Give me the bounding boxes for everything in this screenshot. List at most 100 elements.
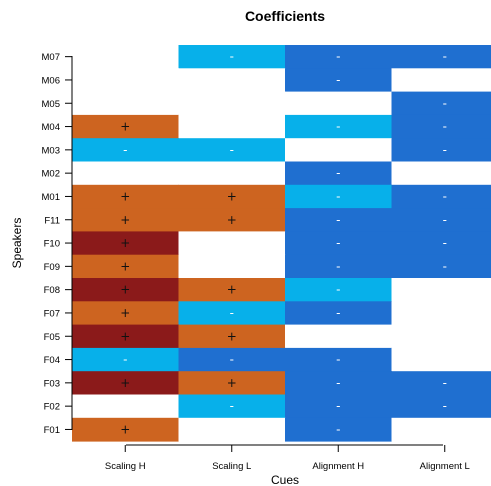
cell-sign-f09-alignment-h: - [336, 259, 340, 273]
cell-f08-alignment-l [391, 278, 491, 302]
cell-sign-f10-scaling-h: + [120, 236, 130, 250]
cell-m04-scaling-l [178, 114, 286, 139]
cell-sign-f03-alignment-l: - [443, 376, 447, 390]
cell-m07-alignment-l [391, 45, 491, 69]
cell-f11-alignment-h [285, 208, 392, 232]
y-tick-label-m06: M06 [42, 75, 60, 86]
x-tick-label-alignment-h: Alignment H [312, 461, 364, 472]
cell-sign-m07-alignment-h: - [336, 50, 340, 64]
cell-m06-alignment-h [285, 68, 392, 93]
y-tick-label-f08: F08 [44, 285, 60, 296]
y-tick-label-m07: M07 [42, 52, 60, 63]
cell-sign-f03-scaling-h: + [120, 376, 130, 390]
cell-m06-scaling-l [178, 68, 286, 93]
cell-f01-scaling-l [178, 417, 286, 442]
x-tick-label-alignment-l: Alignment L [420, 461, 470, 472]
cell-m01-alignment-l [391, 184, 491, 209]
cell-m03-scaling-l [178, 138, 286, 162]
cell-f10-alignment-l [391, 231, 491, 256]
y-tick-label-f11: F11 [44, 215, 60, 226]
cell-sign-m01-alignment-h: - [336, 189, 340, 203]
cell-f11-scaling-h [72, 208, 179, 232]
cell-m03-alignment-h [285, 138, 392, 162]
cell-f03-alignment-l [391, 371, 491, 395]
cell-sign-f01-alignment-h: - [336, 422, 340, 436]
cell-sign-m03-scaling-l: - [230, 143, 234, 157]
cell-sign-m05-alignment-l: - [443, 96, 447, 110]
cell-m01-scaling-h [72, 184, 179, 209]
y-ticks: M07 M06 M05 M04 M03 M02 M01 F11 F10 F09 F08 F07 F05 F… [42, 52, 72, 436]
cell-f07-alignment-h [285, 301, 392, 326]
cell-m01-alignment-h [285, 184, 392, 209]
cell-f10-scaling-h [72, 231, 179, 256]
cell-f11-scaling-l [178, 208, 286, 232]
cell-m07-scaling-h [72, 45, 179, 69]
cell-sign-f08-scaling-l: + [227, 283, 237, 297]
y-tick-label-m02: M02 [42, 169, 60, 180]
cell-sign-f11-alignment-h: - [336, 213, 340, 227]
cell-m01-scaling-l [178, 184, 286, 209]
cell-f08-alignment-h [285, 278, 392, 302]
cell-f01-alignment-h [285, 417, 392, 442]
cell-f07-scaling-l [178, 301, 286, 326]
cell-f03-scaling-h [72, 371, 179, 395]
cell-f05-scaling-l [178, 324, 286, 349]
y-tick-label-m01: M01 [42, 192, 60, 203]
x-tick-label-scaling-h: Scaling H [105, 461, 146, 472]
cell-f07-alignment-l [391, 301, 491, 326]
cell-sign-f10-alignment-l: - [443, 236, 447, 250]
cell-sign-f02-alignment-l: - [443, 399, 447, 413]
cell-f01-scaling-h [72, 417, 179, 442]
cell-sign-f03-alignment-h: - [336, 376, 340, 390]
cell-m02-scaling-h [72, 161, 179, 186]
cell-m05-alignment-h [285, 91, 392, 116]
cell-sign-f02-alignment-h: - [336, 399, 340, 413]
cell-m04-scaling-h [72, 114, 179, 139]
cell-m02-alignment-l [391, 161, 491, 186]
cell-sign-f05-scaling-h: + [120, 329, 130, 343]
cell-m02-scaling-l [178, 161, 286, 186]
cell-sign-f02-scaling-l: - [230, 399, 234, 413]
cell-sign-f10-alignment-h: - [336, 236, 340, 250]
cell-f01-alignment-l [391, 417, 491, 442]
cell-f05-alignment-l [391, 324, 491, 349]
cell-sign-m01-alignment-l: - [443, 189, 447, 203]
cell-sign-m01-scaling-l: + [227, 189, 237, 203]
cell-f04-alignment-l [391, 347, 491, 372]
cell-m04-alignment-l [391, 114, 491, 139]
y-tick-label-f01: F01 [44, 425, 60, 436]
cell-sign-m04-alignment-l: - [443, 120, 447, 134]
cell-sign-f11-scaling-l: + [227, 213, 237, 227]
y-tick-label-f09: F09 [44, 262, 60, 273]
cell-sign-m07-scaling-l: - [230, 50, 234, 64]
cell-m07-alignment-h [285, 45, 392, 69]
cell-m03-scaling-h [72, 138, 179, 162]
cell-f09-alignment-h [285, 254, 392, 279]
heatmap-cells [72, 45, 491, 442]
cell-f09-alignment-l [391, 254, 491, 279]
x-ticks: Scaling H Scaling L Alignment H Alignment L [105, 445, 470, 472]
cell-sign-m04-scaling-h: + [120, 120, 130, 134]
cell-sign-f01-scaling-h: + [120, 422, 130, 436]
cell-m06-alignment-l [391, 68, 491, 93]
cell-f02-scaling-l [178, 394, 286, 419]
cell-m05-scaling-l [178, 91, 286, 116]
cell-f04-scaling-h [72, 347, 179, 372]
y-axis-title: Speakers [10, 218, 24, 269]
cell-sign-f04-scaling-l: - [230, 353, 234, 367]
y-tick-label-f04: F04 [44, 355, 60, 366]
y-tick-label-m04: M04 [42, 122, 60, 133]
cell-f03-alignment-h [285, 371, 392, 395]
cell-f05-scaling-h [72, 324, 179, 349]
y-tick-label-f10: F10 [44, 239, 60, 250]
y-tick-label-f07: F07 [44, 308, 60, 319]
cell-sign-f04-alignment-h: - [336, 353, 340, 367]
cell-signs: - - - - - + - - - - - - + + - - + + - - + - - + - - + + - + - - + + - - - + + -… [120, 50, 447, 437]
cell-m04-alignment-h [285, 114, 392, 139]
cell-sign-f08-alignment-h: - [336, 283, 340, 297]
cell-f10-scaling-l [178, 231, 286, 256]
cell-m07-scaling-l [178, 45, 286, 69]
cell-sign-f03-scaling-l: + [227, 376, 237, 390]
cell-sign-m01-scaling-h: + [120, 189, 130, 203]
